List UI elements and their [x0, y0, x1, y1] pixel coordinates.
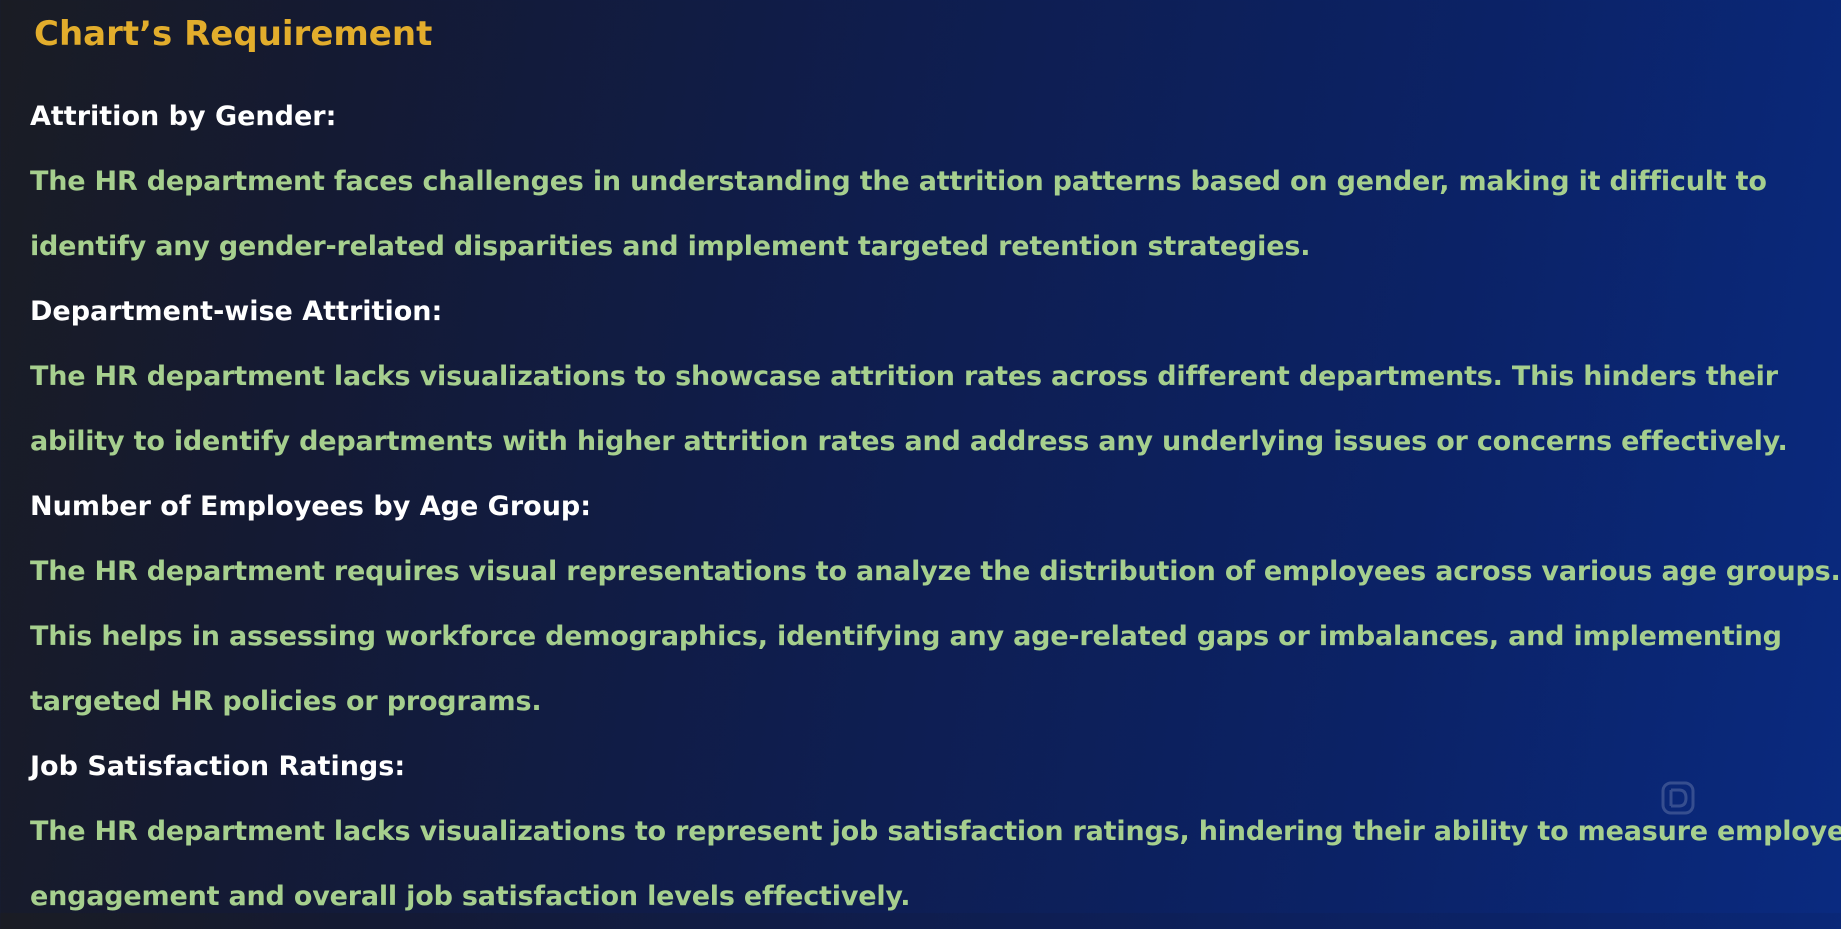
section-text-line: engagement and overall job satisfaction … [30, 881, 911, 912]
section-text-line: The HR department requires visual repres… [30, 556, 1841, 587]
channel-logo-watermark-icon [1661, 781, 1695, 815]
section-text-line: This helps in assessing workforce demogr… [30, 621, 1782, 652]
section-text-line: The HR department faces challenges in un… [30, 166, 1767, 197]
slide-title: Chart’s Requirement [34, 14, 433, 54]
section-text-line: ability to identify departments with hig… [30, 426, 1788, 457]
section-heading-department-wise-attrition: Department-wise Attrition: [30, 296, 443, 327]
section-heading-employees-by-age-group: Number of Employees by Age Group: [30, 491, 592, 522]
section-text-line: identify any gender-related disparities … [30, 231, 1311, 262]
section-heading-job-satisfaction-ratings: Job Satisfaction Ratings: [30, 751, 406, 782]
section-heading-attrition-by-gender: Attrition by Gender: [30, 101, 337, 132]
section-text-line: The HR department lacks visualizations t… [30, 361, 1778, 392]
section-text-line: The HR department lacks visualizations t… [30, 816, 1841, 847]
requirements-list: Attrition by Gender: The HR department f… [30, 84, 1841, 929]
section-text-line: targeted HR policies or programs. [30, 686, 542, 717]
